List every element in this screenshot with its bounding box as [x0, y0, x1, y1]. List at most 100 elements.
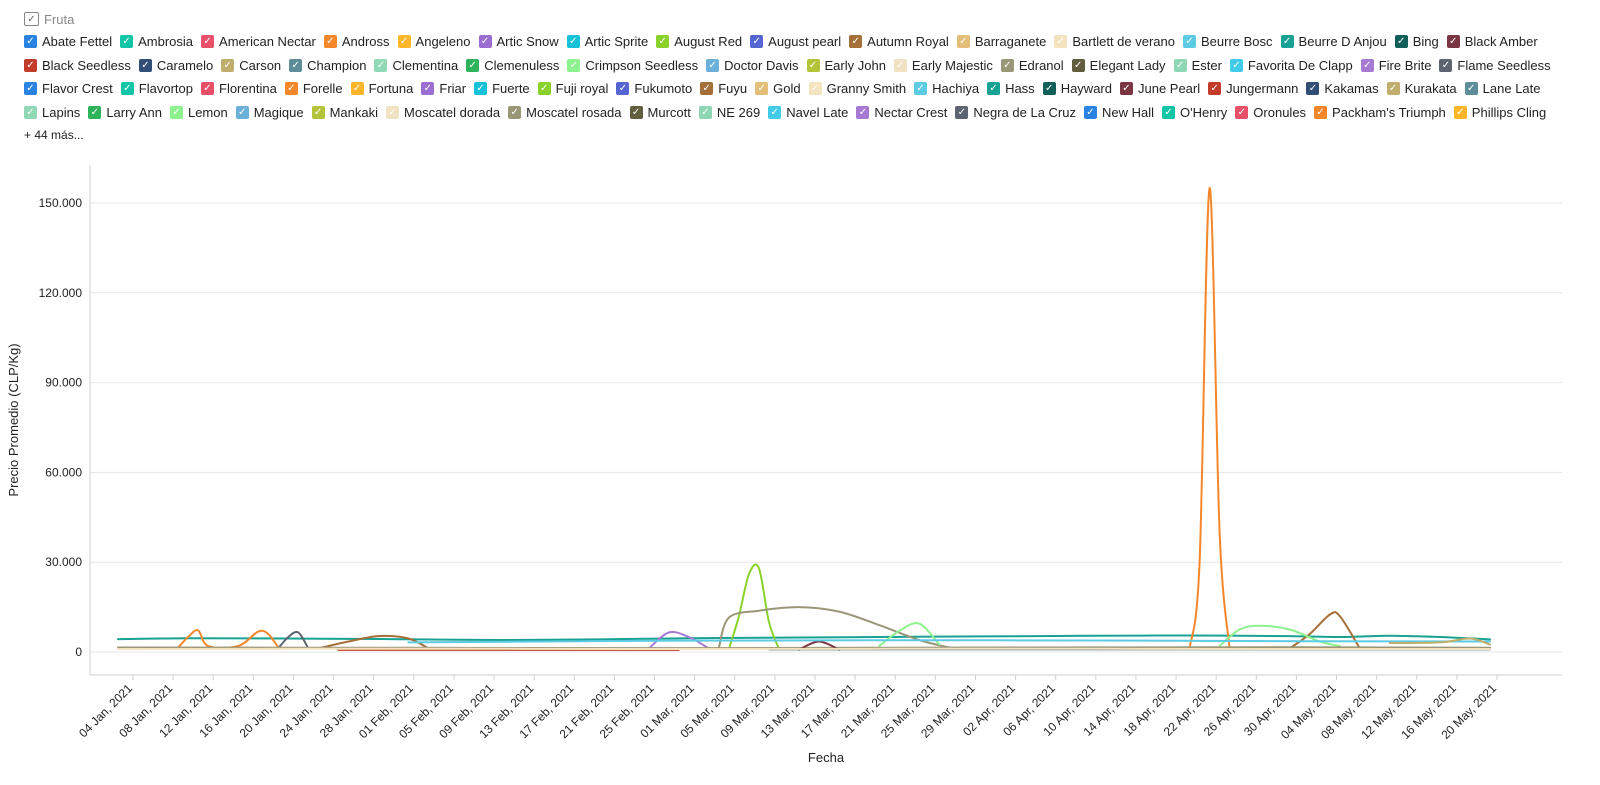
- legend-item[interactable]: ✓ Caramelo: [138, 54, 213, 78]
- checkbox-icon: ✓: [24, 105, 37, 119]
- legend-item[interactable]: ✓ Crimpson Seedless: [567, 54, 698, 78]
- series-line-crimpson-seedless[interactable]: [878, 622, 941, 647]
- series-line-beurre-bosc[interactable]: [407, 639, 1491, 644]
- legend-item[interactable]: ✓ Black Seedless: [24, 54, 131, 78]
- legend-item[interactable]: ✓ Ambrosia: [120, 30, 193, 54]
- legend-item[interactable]: ✓ Forelle: [284, 77, 343, 101]
- series-line-black-amber[interactable]: [798, 640, 841, 651]
- legend-item[interactable]: ✓ Favorita De Clapp: [1229, 54, 1353, 78]
- legend-item[interactable]: ✓ Ester: [1173, 54, 1222, 78]
- legend-item[interactable]: ✓ Negra de La Cruz: [955, 101, 1076, 125]
- legend-item[interactable]: ✓ Moscatel dorada: [386, 101, 500, 125]
- legend-item[interactable]: ✓ American Nectar: [201, 30, 316, 54]
- legend-item[interactable]: ✓ O'Henry: [1162, 101, 1227, 125]
- legend-item[interactable]: ✓ Early John: [806, 54, 886, 78]
- legend-item-label: Flavor Crest: [42, 81, 113, 97]
- legend-more-link[interactable]: + 44 más...: [24, 128, 84, 142]
- legend-item[interactable]: ✓ Hayward: [1042, 77, 1112, 101]
- series-line-fuyu[interactable]: [1288, 611, 1361, 650]
- legend-title-label: Fruta: [44, 11, 75, 27]
- legend-item[interactable]: ✓ Elegant Lady: [1071, 54, 1166, 78]
- legend-item[interactable]: ✓ Fire Brite: [1360, 54, 1431, 78]
- legend-item[interactable]: ✓ Bing: [1394, 30, 1439, 54]
- legend-item[interactable]: ✓ Fuji royal: [537, 77, 608, 101]
- legend-item[interactable]: ✓ Hass: [987, 77, 1035, 101]
- legend-item[interactable]: ✓ Jungermann: [1208, 77, 1298, 101]
- legend-item[interactable]: ✓ Hachiya: [914, 77, 979, 101]
- legend-item[interactable]: ✓ August pearl: [750, 30, 841, 54]
- legend-item[interactable]: ✓ Andross: [323, 30, 390, 54]
- series-line-autumn-royal[interactable]: [317, 634, 430, 650]
- checkbox-icon: ✓: [289, 58, 303, 72]
- checkbox-icon: ✓: [169, 105, 183, 119]
- legend-item[interactable]: ✓ Fuyu: [700, 77, 747, 101]
- series-line-andross[interactable]: [1188, 186, 1231, 650]
- legend-item-label: Black Amber: [1464, 34, 1538, 50]
- legend-title[interactable]: ✓ Fruta: [24, 8, 1594, 30]
- legend-item-label: Favorita De Clapp: [1247, 57, 1353, 73]
- legend-item-label: Forelle: [302, 81, 343, 97]
- legend-item[interactable]: ✓ Lapins: [24, 101, 80, 125]
- legend-item[interactable]: ✓ Angeleno: [397, 30, 471, 54]
- legend-item[interactable]: ✓ Gold: [755, 77, 801, 101]
- axes: [89, 165, 1562, 676]
- legend-item[interactable]: ✓ Kakamas: [1306, 77, 1379, 101]
- legend-item[interactable]: ✓ Clementina: [374, 54, 458, 78]
- legend-item[interactable]: ✓ Artic Snow: [478, 30, 559, 54]
- legend-item[interactable]: ✓ Fukumoto: [616, 77, 692, 101]
- checkbox-icon: ✓: [120, 35, 134, 49]
- legend-item-label: Gold: [773, 81, 801, 97]
- legend-item[interactable]: ✓ Magique: [235, 101, 304, 125]
- legend-item-label: Hass: [1005, 81, 1035, 97]
- legend-item[interactable]: ✓ Beurre Bosc: [1183, 30, 1273, 54]
- checkbox-icon: ✓: [537, 82, 551, 96]
- legend-item[interactable]: ✓ Autumn Royal: [849, 30, 949, 54]
- legend-item[interactable]: ✓ June Pearl: [1119, 77, 1200, 101]
- legend-item[interactable]: ✓ Carson: [221, 54, 281, 78]
- legend-item[interactable]: ✓ Packham's Triumph: [1314, 101, 1446, 125]
- legend-item[interactable]: ✓ Clemenuless: [466, 54, 559, 78]
- checkbox-icon: ✓: [374, 58, 388, 72]
- series-line-august-red[interactable]: [727, 563, 780, 650]
- legend-item[interactable]: ✓ August Red: [656, 30, 742, 54]
- legend-item[interactable]: ✓ Early Majestic: [893, 54, 993, 78]
- legend-item[interactable]: ✓ Bartlett de verano: [1054, 30, 1175, 54]
- legend-item[interactable]: ✓ Champion: [289, 54, 366, 78]
- legend-item[interactable]: ✓ Nectar Crest: [856, 101, 947, 125]
- legend-item[interactable]: ✓ Black Amber: [1446, 30, 1538, 54]
- legend-item[interactable]: ✓ Kurakata: [1386, 77, 1457, 101]
- legend-item[interactable]: ✓ Lane Late: [1464, 77, 1541, 101]
- legend-item[interactable]: ✓ Fuerte: [474, 77, 530, 101]
- legend-item[interactable]: ✓ Lemon: [169, 101, 228, 125]
- legend-item[interactable]: ✓ Oronules: [1235, 101, 1306, 125]
- legend-item[interactable]: ✓ Artic Sprite: [566, 30, 648, 54]
- legend-item[interactable]: ✓ Moscatel rosada: [508, 101, 622, 125]
- legend-item[interactable]: ✓ New Hall: [1084, 101, 1154, 125]
- legend-item[interactable]: ✓ Murcott: [629, 101, 691, 125]
- legend-item[interactable]: ✓ Navel Late: [768, 101, 848, 125]
- legend-item[interactable]: ✓ Doctor Davis: [706, 54, 799, 78]
- legend-item[interactable]: ✓ Flavortop: [120, 77, 193, 101]
- legend-item-label: Champion: [307, 57, 367, 73]
- legend-item[interactable]: ✓ Abate Fettel: [24, 30, 112, 54]
- legend-item[interactable]: ✓ Beurre D Anjou: [1280, 30, 1387, 54]
- legend-item[interactable]: ✓ NE 269: [698, 101, 760, 125]
- legend-item-label: Early John: [824, 57, 886, 73]
- legend-item[interactable]: ✓ Larry Ann: [88, 101, 162, 125]
- legend-item[interactable]: ✓ Edranol: [1000, 54, 1064, 78]
- legend-item-label: Oronules: [1253, 104, 1307, 120]
- series-line-hass[interactable]: [117, 634, 1491, 642]
- series-line-flame-seedless[interactable]: [277, 631, 310, 650]
- legend-item[interactable]: ✓ Fortuna: [350, 77, 413, 101]
- legend-item[interactable]: ✓ Florentina: [201, 77, 277, 101]
- legend-item[interactable]: ✓ Flavor Crest: [24, 77, 113, 101]
- legend-item[interactable]: ✓ Granny Smith: [808, 77, 906, 101]
- legend-item[interactable]: ✓ Mankaki: [311, 101, 378, 125]
- legend-item[interactable]: ✓ Friar: [421, 77, 466, 101]
- series-line-edranol[interactable]: [717, 606, 951, 649]
- legend-item[interactable]: ✓ Phillips Cling: [1453, 101, 1546, 125]
- series-line-kurakata[interactable]: [1388, 637, 1491, 646]
- legend-item[interactable]: ✓ Barraganete: [956, 30, 1046, 54]
- checkbox-icon: ✓: [1042, 82, 1056, 96]
- legend-item[interactable]: ✓ Flame Seedless: [1439, 54, 1551, 78]
